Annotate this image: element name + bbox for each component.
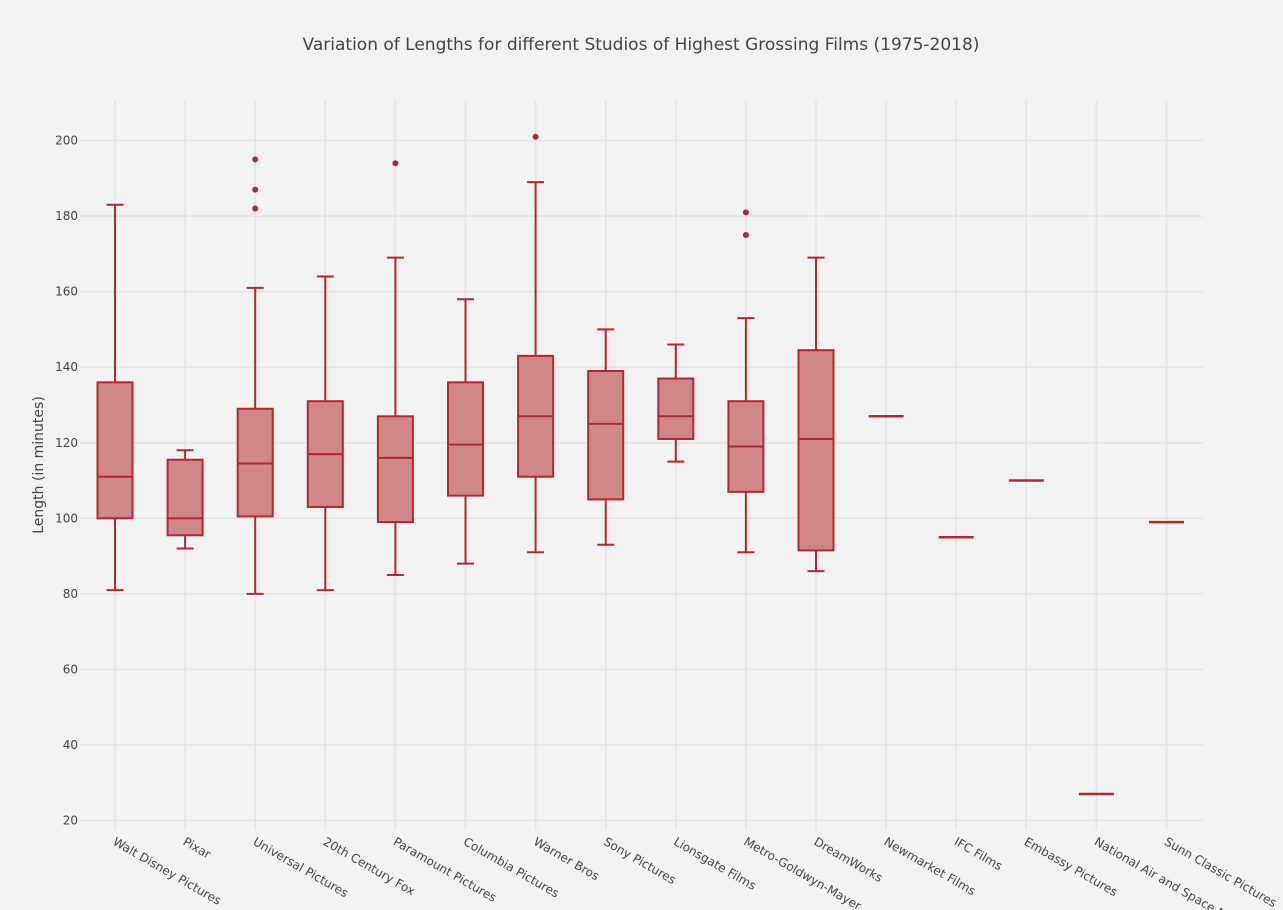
box-3 (236, 156, 274, 595)
y-tick-label: 140 (55, 360, 78, 374)
box-11 (797, 256, 835, 573)
y-tick-label: 20 (63, 814, 78, 828)
outlier-point (742, 209, 749, 216)
outlier-point (252, 156, 259, 163)
box-10 (727, 209, 765, 554)
chart-title: Variation of Lengths for different Studi… (303, 35, 980, 55)
box-6 (447, 298, 484, 565)
box-1 (96, 203, 134, 592)
box-2 (166, 449, 204, 550)
box-5 (376, 160, 414, 576)
outlier-point (392, 160, 399, 167)
y-tick-label: 180 (55, 209, 78, 223)
y-axis: 20 40 60 80 100 120 140 160 180 200 (55, 134, 78, 828)
y-tick-label: 80 (63, 587, 78, 601)
y-tick-label: 160 (55, 285, 78, 299)
iqr-box (96, 381, 134, 520)
y-axis-title: Length (in minutes) (31, 396, 47, 534)
y-tick-label: 40 (63, 738, 78, 752)
box-7 (517, 133, 555, 554)
outlier-point (252, 205, 259, 212)
y-tick-label: 120 (55, 436, 78, 450)
y-tick-label: 200 (55, 134, 78, 148)
iqr-box (376, 415, 414, 524)
box-9 (657, 343, 695, 463)
box-layer (96, 133, 1184, 796)
y-tick-label: 60 (63, 662, 78, 676)
outlier-point (742, 231, 749, 238)
iqr-box (797, 349, 835, 552)
outlier-point (252, 186, 259, 193)
box-4 (306, 275, 344, 592)
iqr-box (447, 381, 484, 497)
iqr-box (166, 458, 204, 537)
box-8 (587, 328, 625, 546)
iqr-box (657, 377, 695, 440)
outlier-point (532, 133, 539, 140)
iqr-box (587, 369, 625, 501)
y-tick-label: 100 (55, 511, 78, 525)
